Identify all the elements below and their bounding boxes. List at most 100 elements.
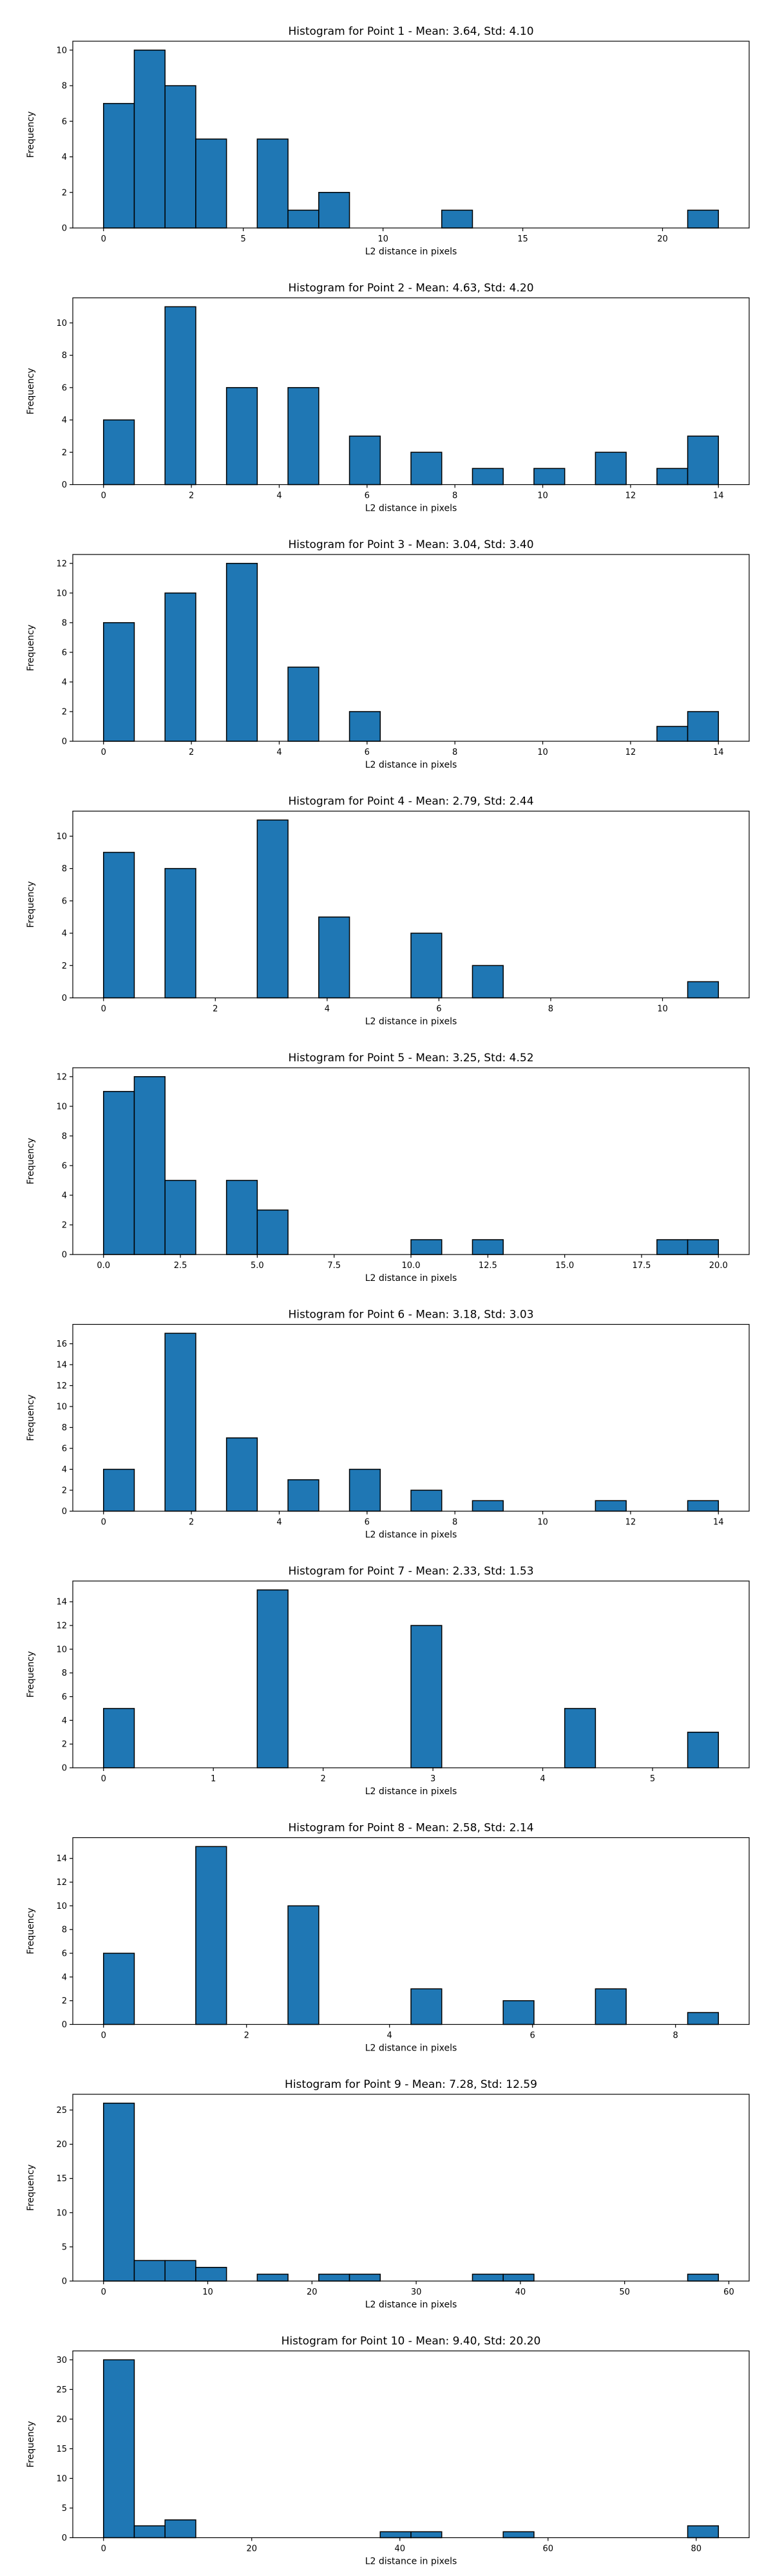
histogram-bar [287,667,320,742]
x-tick-label: 40 [515,2287,526,2297]
y-axis-label: Frequency [26,1138,36,1184]
histogram-bar [410,933,443,999]
x-tick-label: 15.0 [555,1261,574,1271]
histogram-bar [133,50,166,229]
y-tick-label: 2 [62,1740,67,1750]
y-tick-label: 2 [62,188,67,198]
y-tick-label: 2 [62,961,67,971]
x-tick-label: 1 [211,1774,216,1784]
histogram-panel-8: 0 2 4 6 8 0 2 4 6 8 10 12 14 Histogram for Point 8 - … [26,1822,750,2054]
x-tick-label: 5 [241,234,246,244]
x-tick-label: 20 [246,2544,257,2554]
histogram-bar [410,1239,443,1255]
x-tick-label: 2 [320,1774,325,1784]
y-tick-label: 8 [62,1132,67,1141]
x-tick-label: 14 [713,1518,724,1528]
histogram-bar [656,1239,689,1255]
y-tick-label: 0 [62,224,67,234]
histogram-bar [256,2273,289,2282]
chart-title: Histogram for Point 8 - Mean: 2.58, Std:… [288,1822,533,1835]
histogram-bar [656,468,689,486]
x-tick-label: 0 [101,491,106,501]
y-tick-label: 4 [62,416,67,426]
histogram-bar [225,1180,258,1255]
y-tick-label: 10 [56,1902,67,1911]
histogram-bar [410,1988,443,2025]
histogram-panel-6: 0 2 4 6 8 10 12 14 0 2 4 6 8 10 12 14 16 Histogram for Po… [26,1309,750,1540]
y-tick-label: 5 [62,2242,67,2252]
x-axis-label: L2 distance in pixels [365,760,457,770]
histogram-bar [687,2273,720,2282]
histogram-bar [164,592,196,742]
histogram-bar [595,1500,627,1512]
histogram-panel-10: 0 20 40 60 80 0 5 10 15 20 25 30 Histogram for Point… [26,2335,750,2567]
y-tick-label: 8 [62,1926,67,1935]
y-tick-label: 0 [62,2277,67,2287]
x-axis-label: L2 distance in pixels [365,2043,457,2054]
x-tick-label: 10 [202,2287,213,2297]
axes-frame [72,1580,750,1768]
x-tick-label: 0 [101,1005,106,1014]
histogram-bar [164,306,196,486]
y-tick-label: 12 [56,1622,67,1631]
histogram-bar [102,1953,135,2025]
histogram-bar [472,1239,504,1255]
y-tick-label: 6 [62,1161,67,1171]
x-tick-label: 2 [189,491,194,501]
y-tick-label: 8 [62,82,67,91]
histogram-bar [410,1625,443,1768]
y-tick-label: 2 [62,1486,67,1496]
histogram-bar [164,2260,196,2282]
axes-frame [72,1837,750,2025]
histogram-bar [687,2525,720,2539]
histogram-bar [164,2519,196,2539]
histogram-bar [318,192,350,229]
x-tick-label: 10 [657,1005,668,1014]
y-tick-label: 12 [56,1878,67,1888]
histogram-bar [287,209,320,229]
y-tick-label: 2 [62,448,67,458]
y-tick-label: 10 [56,589,67,598]
x-tick-label: 10 [537,748,548,757]
histogram-bar [410,2531,443,2539]
y-tick-label: 8 [62,864,67,874]
histogram-bar [256,138,289,229]
histogram-bar [472,965,504,999]
histogram-bar [687,1500,720,1512]
x-tick-label: 80 [691,2544,701,2554]
histogram-bar [687,2012,720,2025]
histogram-bar [195,1846,227,2025]
y-tick-label: 0 [62,737,67,747]
x-tick-label: 8 [548,1005,553,1014]
x-tick-label: 60 [542,2544,553,2554]
y-axis-label: Frequency [26,2164,36,2211]
y-tick-label: 6 [62,1444,67,1454]
x-tick-label: 0 [101,234,106,244]
histogram-panel-3: 0 2 4 6 8 10 12 14 0 2 4 6 8 10 12 Histogram for Point … [26,538,750,770]
y-tick-label: 10 [56,319,67,328]
x-tick-label: 3 [430,1774,435,1784]
histogram-bar [687,1239,720,1255]
histogram-bar [472,1500,504,1512]
axes-frame [72,2094,750,2282]
x-tick-label: 6 [365,748,370,757]
x-tick-label: 17.5 [632,1261,651,1271]
x-axis-label: L2 distance in pixels [365,247,457,257]
x-tick-label: 5 [650,1774,655,1784]
y-tick-label: 12 [56,559,67,569]
chart-title: Histogram for Point 1 - Mean: 3.64, Std:… [288,25,533,38]
axes-frame [72,41,750,229]
x-tick-label: 2 [244,2031,249,2041]
histogram-bar [318,916,350,999]
y-tick-label: 4 [62,1191,67,1200]
y-tick-label: 6 [62,896,67,906]
histogram-panel-9: 0 10 20 30 40 50 60 0 5 10 15 20 25 Histogram for Poi… [26,2078,750,2310]
histogram-bar [318,2273,350,2282]
histogram-bar [102,622,135,742]
x-tick-label: 12.5 [479,1261,497,1271]
histogram-bar [225,387,258,486]
y-tick-label: 8 [62,1423,67,1433]
y-tick-label: 0 [62,1764,67,1774]
histogram-bar [564,1708,596,1768]
